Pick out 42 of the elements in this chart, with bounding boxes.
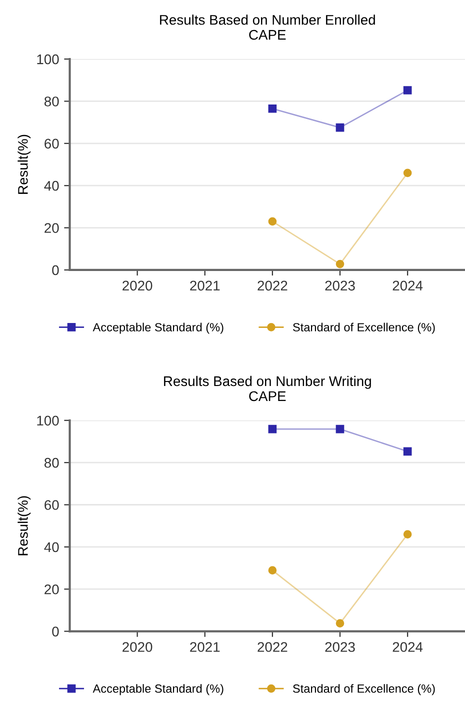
point <box>403 86 412 94</box>
y-tick-label: 60 <box>44 138 59 149</box>
point <box>403 530 412 538</box>
x-tick-label: 2022 <box>258 642 288 652</box>
y-tick-label: 40 <box>44 180 59 191</box>
legend-label: Acceptable Standard (%) <box>92 684 224 696</box>
point <box>336 424 344 434</box>
legend-label: Standard of Excellence (%) <box>293 322 435 334</box>
x-tick-label: 2020 <box>122 280 152 291</box>
point <box>268 424 277 434</box>
y-tick-label: 80 <box>44 458 59 468</box>
y-tick-label: 80 <box>44 96 59 106</box>
point <box>403 168 412 178</box>
x-tick-label: 2021 <box>190 642 220 652</box>
x-tick-label: 2023 <box>325 642 355 652</box>
x-tick-label: 2024 <box>392 280 423 291</box>
point <box>336 123 344 132</box>
point <box>336 619 344 628</box>
y-tick-label: 60 <box>44 500 59 510</box>
x-tick-label: 2024 <box>392 642 423 652</box>
legend-label: Acceptable Standard (%) <box>92 322 224 334</box>
legend-label: Standard of Excellence (%) <box>293 684 435 696</box>
y-tick-label: 0 <box>52 626 59 636</box>
x-tick-label: 2020 <box>122 642 152 652</box>
y-axis-title: Result(%) <box>18 496 31 556</box>
x-tick-label: 2022 <box>258 280 288 291</box>
y-axis-title: Result(%) <box>18 134 31 194</box>
y-tick-label: 20 <box>44 584 59 594</box>
point <box>268 217 277 226</box>
y-tick-label: 20 <box>44 223 59 233</box>
point <box>268 566 277 575</box>
y-tick-label: 100 <box>37 416 59 426</box>
point <box>336 260 344 268</box>
y-tick-label: 0 <box>52 265 59 276</box>
y-tick-label: 100 <box>37 54 59 64</box>
point <box>268 104 277 113</box>
y-tick-label: 40 <box>44 542 59 552</box>
chart-title: Results Based on Number Writing CAPE <box>164 376 371 402</box>
x-tick-label: 2023 <box>325 280 355 291</box>
point <box>403 447 412 456</box>
x-tick-label: 2021 <box>190 280 220 291</box>
chart-title: Results Based on Number Enrolled CAPE <box>160 14 375 40</box>
